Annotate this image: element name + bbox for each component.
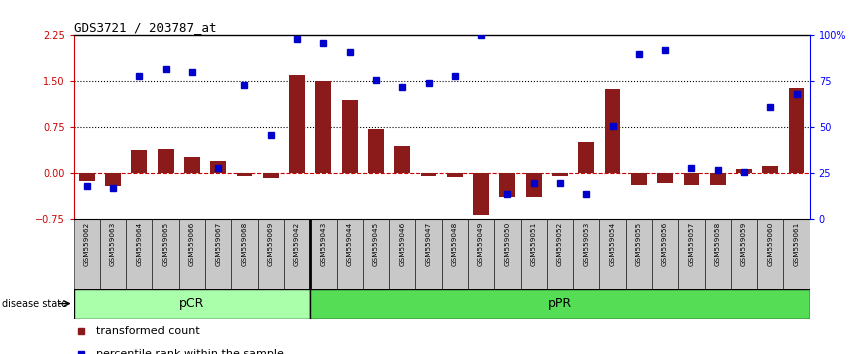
Bar bbox=[736, 169, 752, 173]
Text: GSM559067: GSM559067 bbox=[216, 222, 221, 267]
Bar bbox=[599, 219, 625, 289]
Text: GSM559069: GSM559069 bbox=[268, 222, 274, 267]
Text: GSM559059: GSM559059 bbox=[741, 222, 747, 267]
Bar bbox=[578, 142, 594, 173]
Text: GSM559053: GSM559053 bbox=[584, 222, 589, 267]
Bar bbox=[74, 289, 310, 319]
Bar bbox=[683, 173, 699, 185]
Bar bbox=[757, 219, 784, 289]
Bar bbox=[315, 81, 331, 173]
Bar bbox=[258, 219, 284, 289]
Bar bbox=[342, 100, 358, 173]
Bar bbox=[604, 90, 620, 173]
Bar bbox=[625, 219, 652, 289]
Text: transformed count: transformed count bbox=[95, 326, 199, 337]
Bar bbox=[184, 157, 200, 173]
Bar bbox=[231, 219, 258, 289]
Bar bbox=[100, 219, 126, 289]
Text: GSM559043: GSM559043 bbox=[320, 222, 326, 267]
Bar bbox=[152, 219, 178, 289]
Text: GSM559061: GSM559061 bbox=[793, 222, 799, 267]
Bar bbox=[573, 219, 599, 289]
Text: GSM559049: GSM559049 bbox=[478, 222, 484, 267]
Bar bbox=[126, 219, 152, 289]
Text: GDS3721 / 203787_at: GDS3721 / 203787_at bbox=[74, 21, 216, 34]
Bar bbox=[500, 173, 515, 197]
Text: GSM559045: GSM559045 bbox=[373, 222, 379, 267]
Bar bbox=[263, 173, 279, 178]
Bar bbox=[762, 166, 779, 173]
Bar bbox=[416, 219, 442, 289]
Text: GSM559044: GSM559044 bbox=[346, 222, 352, 267]
Text: pCR: pCR bbox=[179, 297, 204, 310]
Bar bbox=[368, 129, 384, 173]
Bar bbox=[678, 219, 705, 289]
Bar bbox=[710, 173, 726, 185]
Text: GSM559042: GSM559042 bbox=[294, 222, 300, 267]
Text: GSM559057: GSM559057 bbox=[688, 222, 695, 267]
Bar bbox=[421, 173, 436, 176]
Text: GSM559046: GSM559046 bbox=[399, 222, 405, 267]
Text: GSM559054: GSM559054 bbox=[610, 222, 616, 267]
Bar bbox=[284, 219, 310, 289]
Bar bbox=[494, 219, 520, 289]
Text: GSM559060: GSM559060 bbox=[767, 222, 773, 267]
Bar bbox=[105, 173, 121, 186]
Bar bbox=[310, 219, 337, 289]
Text: pPR: pPR bbox=[548, 297, 572, 310]
Bar bbox=[520, 219, 546, 289]
Text: GSM559064: GSM559064 bbox=[136, 222, 142, 267]
Text: GSM559068: GSM559068 bbox=[242, 222, 248, 267]
Bar bbox=[178, 219, 205, 289]
Bar bbox=[74, 219, 100, 289]
Bar bbox=[468, 219, 494, 289]
Bar bbox=[473, 173, 489, 215]
Text: GSM559062: GSM559062 bbox=[84, 222, 90, 267]
Bar bbox=[389, 219, 416, 289]
Bar bbox=[337, 219, 363, 289]
Text: percentile rank within the sample: percentile rank within the sample bbox=[95, 349, 283, 354]
Text: GSM559051: GSM559051 bbox=[531, 222, 537, 267]
Text: GSM559063: GSM559063 bbox=[110, 222, 116, 267]
Bar bbox=[784, 219, 810, 289]
Text: GSM559047: GSM559047 bbox=[425, 222, 431, 267]
Bar bbox=[236, 173, 252, 176]
Bar bbox=[652, 219, 678, 289]
Text: GSM559048: GSM559048 bbox=[452, 222, 458, 267]
Bar bbox=[789, 87, 805, 173]
Bar bbox=[394, 146, 410, 173]
Text: GSM559058: GSM559058 bbox=[714, 222, 721, 267]
Bar bbox=[657, 173, 673, 183]
Text: GSM559065: GSM559065 bbox=[163, 222, 169, 267]
Bar bbox=[705, 219, 731, 289]
Text: GSM559055: GSM559055 bbox=[636, 222, 642, 267]
Bar bbox=[731, 219, 757, 289]
Bar bbox=[631, 173, 647, 185]
Bar bbox=[132, 150, 147, 173]
Text: GSM559056: GSM559056 bbox=[662, 222, 668, 267]
Bar bbox=[526, 173, 541, 197]
Bar bbox=[289, 75, 305, 173]
Text: GSM559050: GSM559050 bbox=[504, 222, 510, 267]
Bar bbox=[79, 173, 94, 181]
Bar bbox=[310, 289, 810, 319]
Bar bbox=[363, 219, 389, 289]
Bar bbox=[205, 219, 231, 289]
Bar bbox=[442, 219, 468, 289]
Text: GSM559066: GSM559066 bbox=[189, 222, 195, 267]
Bar bbox=[447, 173, 462, 177]
Bar bbox=[210, 161, 226, 173]
Text: GSM559052: GSM559052 bbox=[557, 222, 563, 267]
Text: disease state: disease state bbox=[2, 298, 67, 309]
Bar bbox=[158, 149, 173, 173]
Bar bbox=[546, 219, 573, 289]
Bar bbox=[553, 173, 568, 176]
